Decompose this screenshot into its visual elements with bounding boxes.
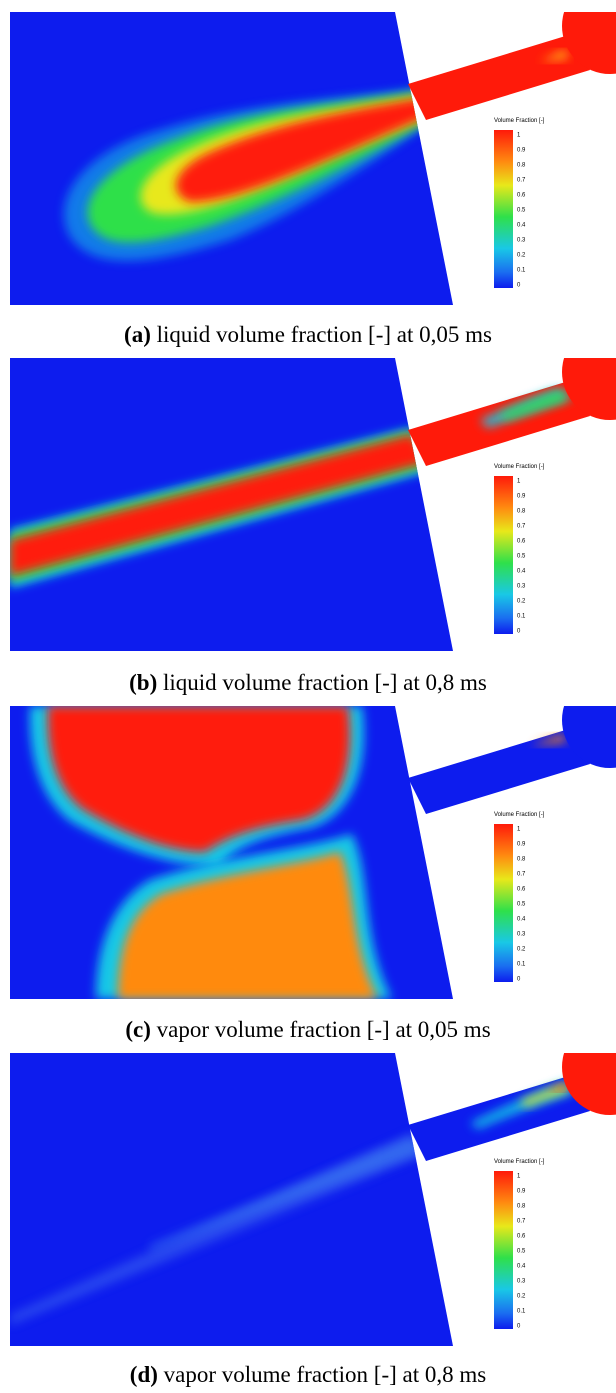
colorbar [494,130,513,288]
caption-text: vapor volume fraction [-] at 0,8 ms [163,1362,487,1387]
colorbar-tick-label: 1 [517,1174,521,1180]
colorbar-tick-label: 0.1 [517,1309,526,1315]
caption: (c) vapor volume fraction [-] at 0,05 ms [0,1017,616,1043]
colorbar-title: Volume Fraction [-] [494,812,545,818]
colorbar-tick-label: 0.6 [517,887,526,893]
colorbar-tick-label: 0 [517,977,521,983]
colorbar-tick-label: 0.1 [517,614,526,620]
contour-region [118,852,378,999]
contour-panel: Volume Fraction [-] 1 0.9 0.8 0.7 0.6 0.5 0.4 0.… [10,358,616,651]
colorbar-tick-label: 0 [517,1324,521,1330]
nozzle-contour [500,391,568,420]
contour-region [176,98,428,202]
colorbar-tick-label: 0.2 [517,947,526,953]
colorbar-tick-label: 0.3 [517,238,526,244]
contour-panel: Volume Fraction [-] 1 0.9 0.8 0.7 0.6 0.5 0.4 0.… [10,706,616,999]
contour-panel: Volume Fraction [-] 1 0.9 0.8 0.7 0.6 0.5 0.4 0.… [10,1053,616,1346]
colorbar-tick-label: 0.2 [517,1294,526,1300]
colorbar-tick-label: 0.6 [517,1234,526,1240]
colorbar-tick-label: 0.3 [517,932,526,938]
colorbar [494,476,513,634]
colorbar-tick-label: 0.9 [517,494,526,500]
colorbar-tick-label: 0.7 [517,872,526,878]
contour-region [47,706,351,852]
colorbar-tick-label: 0.4 [517,223,526,229]
colorbar-tick-label: 0.8 [517,163,526,169]
nozzle [408,34,590,120]
nozzle-contour [530,734,566,746]
colorbar-title: Volume Fraction [-] [494,464,545,470]
contours [10,1133,428,1325]
colorbar-tick-label: 0.9 [517,842,526,848]
colorbar-tick-label: 1 [517,827,521,833]
colorbar-title: Volume Fraction [-] [494,1159,545,1165]
colorbar-tick-label: 0.5 [517,1249,526,1255]
domain [10,1053,453,1346]
contours [29,706,392,999]
chamber [562,12,616,74]
chamber [562,706,616,768]
caption-text: liquid volume fraction [-] at 0,05 ms [156,322,492,347]
colorbar [494,1171,513,1329]
colorbar-tick-label: 0.1 [517,962,526,968]
nozzle-contour [540,50,568,62]
caption: (b) liquid volume fraction [-] at 0,8 ms [0,670,616,696]
contour-region [10,434,428,576]
colorbar-tick-label: 0.8 [517,857,526,863]
colorbar-tick-label: 0.5 [517,902,526,908]
colorbar-tick-label: 0.3 [517,584,526,590]
colorbar-tick-label: 0.5 [517,554,526,560]
colorbar-title: Volume Fraction [-] [494,118,545,124]
chamber [562,1053,616,1115]
colorbar-tick-label: 0.4 [517,1264,526,1270]
caption-label: (b) [129,670,158,695]
nozzle [408,728,590,814]
colorbar-tick-label: 0.8 [517,509,526,515]
contours [10,428,432,588]
colorbar-tick-label: 0.4 [517,917,526,923]
nozzle-contour [548,1083,568,1091]
chamber [562,358,616,420]
colorbar-tick-label: 0.5 [517,208,526,214]
colorbar-tick-label: 0.9 [517,148,526,154]
colorbar-tick-label: 0.8 [517,1204,526,1210]
colorbar-tick-label: 0.2 [517,253,526,259]
caption: (a) liquid volume fraction [-] at 0,05 m… [0,322,616,348]
colorbar-tick-label: 0.6 [517,193,526,199]
caption: (d) vapor volume fraction [-] at 0,8 ms [0,1362,616,1388]
colorbar-tick-label: 1 [517,133,521,139]
colorbar-tick-label: 0.7 [517,524,526,530]
colorbar-tick-label: 0.3 [517,1279,526,1285]
contour-panel: Volume Fraction [-] 1 0.9 0.8 0.7 0.6 0.5 0.4 0.… [10,12,616,305]
caption-label: (c) [125,1017,151,1042]
colorbar-tick-label: 0.4 [517,569,526,575]
caption-text: liquid volume fraction [-] at 0,8 ms [163,670,487,695]
contour-region [150,1137,426,1251]
colorbar-tick-label: 0.1 [517,268,526,274]
caption-text: vapor volume fraction [-] at 0,05 ms [156,1017,491,1042]
colorbar-tick-label: 0.2 [517,599,526,605]
contours [64,88,432,261]
colorbar-tick-label: 0.7 [517,1219,526,1225]
colorbar [494,824,513,982]
caption-label: (d) [129,1362,158,1387]
colorbar-tick-label: 1 [517,479,521,485]
colorbar-tick-label: 0.6 [517,539,526,545]
caption-label: (a) [124,322,151,347]
colorbar-tick-label: 0.7 [517,178,526,184]
colorbar-tick-label: 0 [517,283,521,289]
colorbar-tick-label: 0 [517,629,521,635]
colorbar-tick-label: 0.9 [517,1189,526,1195]
